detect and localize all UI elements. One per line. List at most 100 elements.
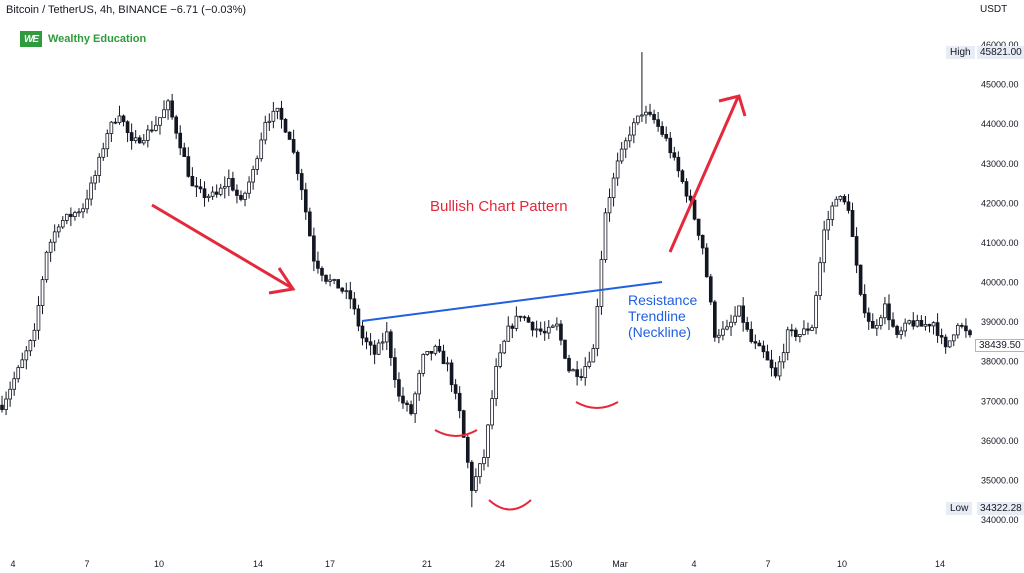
- neckline-label: Resistance Trendline (Neckline): [628, 292, 697, 340]
- candle-body: [328, 279, 332, 282]
- candle-body: [93, 175, 97, 184]
- candle-body: [465, 436, 470, 463]
- candle-body: [453, 384, 458, 394]
- candle-body: [186, 156, 191, 177]
- candle-body: [344, 290, 349, 293]
- candle-body: [627, 134, 632, 142]
- candle-body: [372, 344, 377, 355]
- candle-body: [725, 326, 729, 330]
- candle-body: [356, 308, 361, 327]
- neckline-label-line-2: Trendline: [628, 308, 686, 324]
- candle-body: [210, 191, 215, 197]
- candle-body: [575, 369, 579, 377]
- x-tick-label: 4: [691, 559, 696, 569]
- candle-body: [336, 279, 340, 289]
- candle-body: [838, 196, 843, 200]
- candle-body: [870, 320, 875, 329]
- candle-body: [810, 327, 814, 331]
- candle-body: [619, 148, 624, 162]
- breakout-arrow: [668, 96, 740, 253]
- candle-body: [931, 322, 936, 327]
- candle-body: [546, 326, 551, 334]
- y-tick-label: 38000.00: [981, 357, 1019, 367]
- candle-body: [413, 393, 417, 415]
- x-tick-label: 7: [765, 559, 770, 569]
- candle-body: [36, 305, 41, 331]
- candle-body: [939, 335, 944, 338]
- candle-body: [510, 325, 515, 329]
- candle-body: [765, 351, 770, 361]
- candle-body: [125, 121, 130, 133]
- candle-body: [275, 107, 280, 112]
- candle-body: [563, 339, 567, 359]
- candle-body: [862, 293, 867, 314]
- x-tick-label: 7: [84, 559, 89, 569]
- candle-body: [640, 114, 644, 117]
- candle-body: [401, 395, 405, 404]
- candle-body: [133, 137, 138, 142]
- last-price-label: 38439.50: [975, 339, 1024, 352]
- candle-body: [866, 312, 871, 322]
- candle-body: [733, 315, 737, 323]
- pattern-title: Bullish Chart Pattern: [430, 198, 568, 215]
- candle-body: [89, 182, 93, 200]
- candle-body: [692, 199, 697, 220]
- candle-body: [478, 463, 482, 478]
- candle-body: [773, 367, 778, 377]
- candle-body: [158, 117, 162, 126]
- high-tag: High: [946, 46, 975, 59]
- candle-body: [227, 178, 231, 187]
- x-tick-label: 17: [325, 559, 335, 569]
- neckline-label-line-3: (Neckline): [628, 324, 692, 340]
- candle-body: [295, 151, 300, 174]
- candle-body: [384, 331, 389, 343]
- symbol-title[interactable]: Bitcoin / TetherUS, 4h, BINANCE: [6, 4, 168, 16]
- candle-body: [405, 402, 409, 405]
- candle-body: [470, 461, 474, 491]
- candle-body: [101, 148, 106, 158]
- candle-body: [0, 404, 4, 410]
- candle-body: [494, 365, 498, 400]
- candle-body: [348, 290, 353, 300]
- low-tag: Low: [946, 502, 973, 515]
- x-tick-label: 14: [935, 559, 945, 569]
- candle-body: [798, 334, 802, 337]
- candle-body: [194, 185, 199, 188]
- candle-body: [858, 264, 863, 295]
- y-tick-label: 44000.00: [981, 119, 1019, 129]
- candle-body: [680, 170, 685, 183]
- annotation-drawings: [151, 94, 747, 511]
- candle-body: [154, 124, 158, 131]
- candle-body: [632, 122, 636, 136]
- candle-body: [526, 317, 531, 323]
- candle-body: [308, 211, 312, 237]
- candle-body: [964, 325, 968, 332]
- candle-body: [656, 119, 660, 127]
- candle-body: [684, 181, 689, 197]
- candle-body: [231, 178, 235, 191]
- candle-body: [44, 251, 49, 281]
- candle-body: [814, 295, 818, 329]
- candle-body: [77, 211, 81, 214]
- candle-body: [425, 351, 430, 355]
- candle-body: [340, 287, 345, 292]
- candle-body: [206, 195, 211, 199]
- candle-body: [433, 345, 438, 354]
- candle-body: [283, 118, 288, 133]
- candle-body: [429, 351, 434, 354]
- candle-body: [129, 132, 134, 142]
- candle-body: [789, 329, 794, 332]
- candle-body: [842, 196, 847, 203]
- candle-body: [441, 350, 446, 365]
- candle-body: [170, 100, 174, 118]
- candle-body: [583, 366, 588, 378]
- candle-body: [518, 315, 523, 318]
- y-tick-label: 43000.00: [981, 159, 1019, 169]
- candle-body: [708, 276, 713, 303]
- candle-body: [287, 131, 292, 140]
- candle-body: [514, 315, 519, 329]
- price-axis: 34000.00 35000.00 36000.00 37000.00 38000.00…: [981, 40, 1019, 525]
- candle-body: [28, 340, 33, 352]
- candle-body: [421, 354, 426, 374]
